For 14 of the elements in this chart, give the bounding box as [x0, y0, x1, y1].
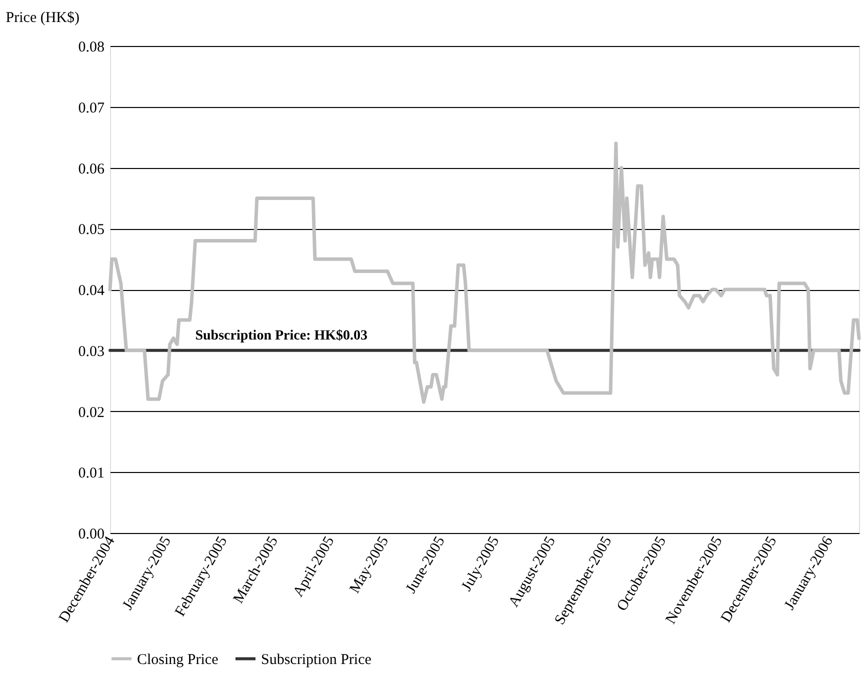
y-tick-label: 0.08 [78, 40, 104, 56]
y-tick-label: 0.05 [78, 222, 104, 238]
y-tick-label: 0.01 [78, 466, 104, 482]
legend-label: Subscription Price [261, 652, 372, 668]
y-tick-label: 0.06 [78, 161, 105, 178]
y-tick-label: 0.02 [78, 404, 104, 421]
line-series [108, 142, 861, 404]
annotation: Subscription Price: HK$0.03 [195, 328, 368, 344]
y-tick-label: 0.04 [78, 283, 105, 299]
y-tick-label: 0.03 [78, 344, 104, 360]
legend-label: Closing Price [137, 652, 219, 668]
y-axis-title: Price (HK$) [6, 10, 80, 26]
y-tick-label: 0.00 [78, 526, 104, 542]
y-tick-label: 0.07 [78, 100, 105, 116]
